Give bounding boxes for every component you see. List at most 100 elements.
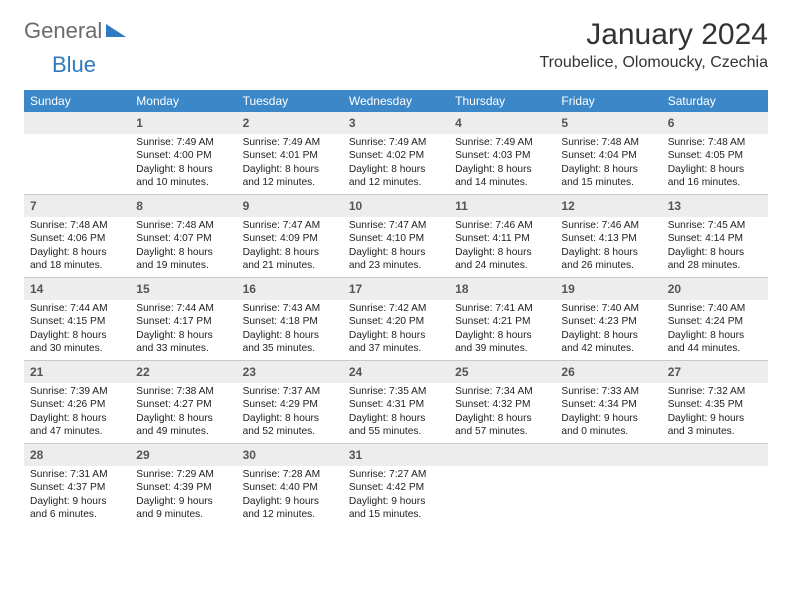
daylight-line: Daylight: 8 hours and 35 minutes. [243,329,337,356]
daylight-line: Daylight: 8 hours and 37 minutes. [349,329,443,356]
sunrise-line: Sunrise: 7:49 AM [455,136,549,149]
sunrise-line: Sunrise: 7:48 AM [668,136,762,149]
sunrise-line: Sunrise: 7:45 AM [668,219,762,232]
day-number: 9 [243,199,250,213]
sunrise-line: Sunrise: 7:28 AM [243,468,337,481]
sunset-line: Sunset: 4:27 PM [136,398,230,411]
day-data: Sunrise: 7:47 AMSunset: 4:09 PMDaylight:… [237,217,343,277]
sunrise-line: Sunrise: 7:46 AM [455,219,549,232]
day-number-row: 3 [343,112,449,134]
sunrise-line: Sunrise: 7:27 AM [349,468,443,481]
daylight-line: Daylight: 8 hours and 55 minutes. [349,412,443,439]
daylight-line: Daylight: 8 hours and 52 minutes. [243,412,337,439]
day-number: 6 [668,116,675,130]
day-number-row: 1 [130,112,236,134]
day-cell: 7Sunrise: 7:48 AMSunset: 4:06 PMDaylight… [24,195,130,277]
sunset-line: Sunset: 4:10 PM [349,232,443,245]
daylight-line: Daylight: 8 hours and 19 minutes. [136,246,230,273]
day-cell: 1Sunrise: 7:49 AMSunset: 4:00 PMDaylight… [130,112,236,194]
sunset-line: Sunset: 4:29 PM [243,398,337,411]
daylight-line: Daylight: 8 hours and 39 minutes. [455,329,549,356]
day-data: Sunrise: 7:49 AMSunset: 4:00 PMDaylight:… [130,134,236,194]
sunset-line: Sunset: 4:02 PM [349,149,443,162]
day-cell: 21Sunrise: 7:39 AMSunset: 4:26 PMDayligh… [24,361,130,443]
sunset-line: Sunset: 4:18 PM [243,315,337,328]
day-data: Sunrise: 7:33 AMSunset: 4:34 PMDaylight:… [555,383,661,443]
day-data: Sunrise: 7:49 AMSunset: 4:03 PMDaylight:… [449,134,555,194]
day-number-row: 20 [662,278,768,300]
sunset-line: Sunset: 4:26 PM [30,398,124,411]
sunset-line: Sunset: 4:04 PM [561,149,655,162]
weekday-header: SundayMondayTuesdayWednesdayThursdayFrid… [24,90,768,112]
day-number-row: 2 [237,112,343,134]
day-cell: 22Sunrise: 7:38 AMSunset: 4:27 PMDayligh… [130,361,236,443]
day-number-row: 12 [555,195,661,217]
day-cell: 24Sunrise: 7:35 AMSunset: 4:31 PMDayligh… [343,361,449,443]
sunset-line: Sunset: 4:39 PM [136,481,230,494]
day-number: 22 [136,365,149,379]
day-cell [24,112,130,194]
sunset-line: Sunset: 4:23 PM [561,315,655,328]
day-number: 4 [455,116,462,130]
sunrise-line: Sunrise: 7:47 AM [243,219,337,232]
day-cell: 17Sunrise: 7:42 AMSunset: 4:20 PMDayligh… [343,278,449,360]
day-cell: 4 Sunrise: 7:49 AMSunset: 4:03 PMDaylight… [449,112,555,194]
day-cell: 25Sunrise: 7:34 AMSunset: 4:32 PMDayligh… [449,361,555,443]
logo-triangle-icon [106,21,126,42]
day-number-row: 18 [449,278,555,300]
daylight-line: Daylight: 9 hours and 0 minutes. [561,412,655,439]
day-number: 27 [668,365,681,379]
daylight-line: Daylight: 9 hours and 15 minutes. [349,495,443,522]
week-row: 28Sunrise: 7:31 AMSunset: 4:37 PMDayligh… [24,444,768,526]
sunset-line: Sunset: 4:07 PM [136,232,230,245]
day-number-row: 4 [449,112,555,134]
day-number: 3 [349,116,356,130]
day-data: Sunrise: 7:48 AMSunset: 4:07 PMDaylight:… [130,217,236,277]
sunrise-line: Sunrise: 7:48 AM [30,219,124,232]
calendar: SundayMondayTuesdayWednesdayThursdayFrid… [24,90,768,526]
week-row: 14Sunrise: 7:44 AMSunset: 4:15 PMDayligh… [24,278,768,361]
day-number: 7 [30,199,37,213]
weekday-label: Tuesday [237,90,343,112]
daylight-line: Daylight: 8 hours and 12 minutes. [243,163,337,190]
day-cell [662,444,768,526]
day-number: 21 [30,365,43,379]
day-data: Sunrise: 7:44 AMSunset: 4:15 PMDaylight:… [24,300,130,360]
day-number: 23 [243,365,256,379]
month-title: January 2024 [539,18,768,52]
day-number-row: 23 [237,361,343,383]
day-number: 18 [455,282,468,296]
logo-word1: General [24,18,102,44]
day-data: Sunrise: 7:42 AMSunset: 4:20 PMDaylight:… [343,300,449,360]
day-data: Sunrise: 7:32 AMSunset: 4:35 PMDaylight:… [662,383,768,443]
day-cell [449,444,555,526]
day-number-row [555,444,661,466]
sunset-line: Sunset: 4:21 PM [455,315,549,328]
daylight-line: Daylight: 8 hours and 42 minutes. [561,329,655,356]
day-data: Sunrise: 7:28 AMSunset: 4:40 PMDaylight:… [237,466,343,526]
day-data: Sunrise: 7:49 AMSunset: 4:02 PMDaylight:… [343,134,449,194]
day-cell: 2Sunrise: 7:49 AMSunset: 4:01 PMDaylight… [237,112,343,194]
day-number-row: 17 [343,278,449,300]
sunrise-line: Sunrise: 7:42 AM [349,302,443,315]
day-cell: 18 Sunrise: 7:41 AMSunset: 4:21 PMDayligh… [449,278,555,360]
day-number-row: 13 [662,195,768,217]
sunset-line: Sunset: 4:13 PM [561,232,655,245]
day-number: 31 [349,448,362,462]
sunrise-line: Sunrise: 7:38 AM [136,385,230,398]
day-number-row: 9 [237,195,343,217]
sunset-line: Sunset: 4:15 PM [30,315,124,328]
day-cell [555,444,661,526]
sunrise-line: Sunrise: 7:33 AM [561,385,655,398]
day-data: Sunrise: 7:41 AMSunset: 4:21 PMDaylight:… [449,300,555,360]
day-cell: 10Sunrise: 7:47 AMSunset: 4:10 PMDayligh… [343,195,449,277]
daylight-line: Daylight: 8 hours and 28 minutes. [668,246,762,273]
sunrise-line: Sunrise: 7:37 AM [243,385,337,398]
weekday-label: Wednesday [343,90,449,112]
day-number: 29 [136,448,149,462]
sunset-line: Sunset: 4:40 PM [243,481,337,494]
day-number-row: 6 [662,112,768,134]
daylight-line: Daylight: 8 hours and 10 minutes. [136,163,230,190]
sunset-line: Sunset: 4:03 PM [455,149,549,162]
day-number-row: 5 [555,112,661,134]
